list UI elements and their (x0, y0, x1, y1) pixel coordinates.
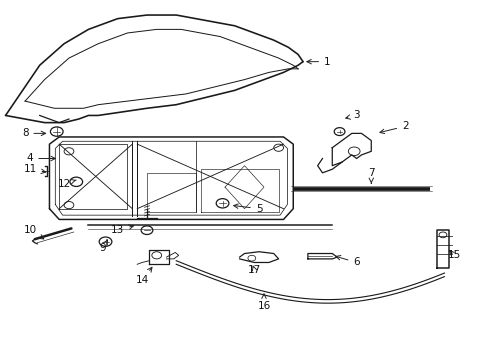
Text: 1: 1 (306, 57, 330, 67)
Text: 8: 8 (22, 129, 45, 138)
Text: 13: 13 (111, 225, 133, 235)
Text: 10: 10 (23, 225, 43, 239)
Text: 12: 12 (58, 179, 76, 189)
Text: 2: 2 (379, 121, 408, 134)
Text: 4: 4 (26, 153, 55, 163)
Text: 15: 15 (447, 250, 460, 260)
Text: 16: 16 (257, 294, 270, 311)
Text: 6: 6 (335, 256, 359, 267)
Text: 17: 17 (247, 265, 260, 275)
Text: 5: 5 (233, 204, 262, 214)
Text: 11: 11 (23, 164, 45, 174)
Text: 9: 9 (100, 240, 107, 253)
Text: 3: 3 (345, 111, 359, 121)
Text: 7: 7 (367, 168, 374, 183)
Text: 14: 14 (135, 267, 152, 285)
